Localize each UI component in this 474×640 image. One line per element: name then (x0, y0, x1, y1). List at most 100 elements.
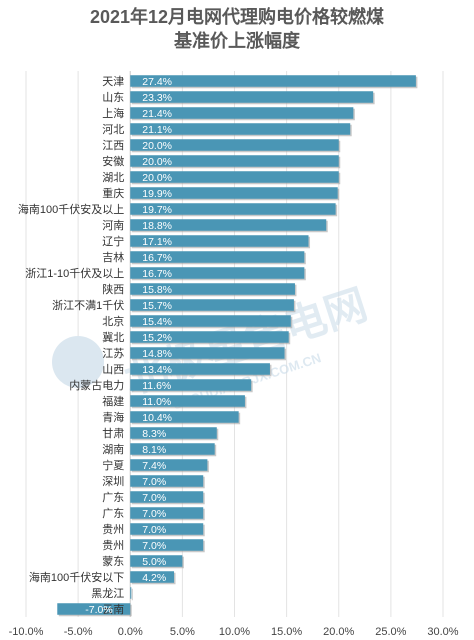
category-label: 福建 (102, 394, 124, 408)
value-label: 20.0% (142, 140, 172, 152)
category-label: 蒙东 (102, 555, 124, 568)
category-label: 辽宁 (102, 234, 124, 248)
value-label: 27.4% (142, 76, 172, 88)
bar (130, 507, 204, 519)
bars (57, 75, 418, 617)
value-label: 7.0% (142, 508, 166, 520)
value-label: 21.1% (142, 124, 172, 136)
category-label: 天津 (102, 75, 124, 88)
category-label: 江西 (102, 139, 124, 152)
bar (130, 171, 339, 183)
category-label: 黑龙江 (91, 587, 124, 600)
bar (130, 155, 339, 167)
category-label: 贵州 (102, 539, 124, 552)
value-label: 10.4% (142, 412, 172, 424)
bar (130, 123, 351, 135)
bar (130, 443, 215, 455)
bar (130, 299, 294, 311)
bar (130, 139, 339, 151)
category-label: 宁夏 (102, 458, 124, 472)
category-label: 重庆 (102, 186, 124, 200)
category-label: 北京 (102, 314, 124, 328)
bar (130, 187, 338, 199)
x-tick-label: 5.0% (170, 626, 195, 638)
x-axis-ticks: -10.0% -5.0% 0.0% 5.0% 10.0% 15.0% 20.0% 25.0% 3… (9, 626, 459, 638)
bar (130, 475, 204, 487)
category-label: 江苏 (102, 347, 124, 360)
value-label: 8.3% (142, 428, 166, 440)
bar (130, 539, 204, 551)
chart-title-line-1: 2021年12月电网代理购电价格较燃煤 (89, 7, 385, 27)
bar (130, 379, 252, 391)
value-label: 4.2% (142, 572, 166, 584)
value-label: 7.0% (142, 524, 166, 536)
bar (130, 283, 295, 295)
category-label: 贵州 (102, 523, 124, 536)
bar (130, 555, 183, 567)
value-label: 16.7% (142, 268, 172, 280)
bar (130, 427, 217, 439)
value-label: 11.0% (142, 396, 171, 408)
category-label: 河南 (102, 219, 124, 232)
value-label: 19.7% (142, 204, 172, 216)
x-tick-label: 25.0% (375, 626, 406, 638)
value-label: 15.2% (142, 332, 172, 344)
bar (130, 395, 245, 407)
value-label: 5.0% (142, 556, 166, 568)
value-label: 20.0% (142, 156, 172, 168)
category-label: 海南100千伏安及以上 (18, 202, 124, 216)
category-label: 云南 (102, 603, 124, 616)
value-label: 0.1% (142, 588, 166, 600)
category-label: 陕西 (102, 282, 124, 296)
x-tick-label: -10.0% (9, 626, 44, 638)
value-label: -7.0% (85, 604, 112, 616)
value-label: 16.7% (142, 252, 172, 264)
bar (130, 491, 204, 503)
category-label: 浙江1-10千伏及以上 (25, 266, 124, 280)
category-label: 广东 (102, 491, 124, 504)
category-label: 广东 (102, 507, 124, 520)
category-label: 安徽 (102, 154, 124, 168)
value-label: 23.3% (142, 92, 172, 104)
category-label: 山西 (102, 363, 124, 376)
bar (130, 587, 132, 599)
category-label: 山东 (102, 91, 124, 104)
category-label: 上海 (102, 106, 124, 120)
category-label: 浙江不满1千伏 (52, 298, 124, 312)
category-label: 冀北 (102, 330, 124, 344)
category-label: 湖南 (102, 443, 124, 456)
value-label: 17.1% (142, 236, 172, 248)
value-label: 20.0% (142, 172, 172, 184)
category-label: 湖北 (102, 171, 124, 184)
value-label: 13.4% (142, 364, 172, 376)
category-label: 海南100千伏安以下 (29, 570, 124, 584)
bar (130, 75, 416, 87)
bar-shadow (131, 588, 133, 601)
bar (130, 203, 336, 215)
value-label: 21.4% (142, 108, 172, 120)
category-label: 青海 (102, 410, 124, 424)
category-label: 深圳 (102, 475, 124, 488)
value-label: 19.9% (142, 188, 172, 200)
bar (130, 91, 374, 103)
value-label: 7.0% (142, 492, 166, 504)
category-label: 吉林 (102, 250, 124, 264)
bar (130, 459, 208, 471)
value-label: 14.8% (142, 348, 172, 360)
value-label: 8.1% (142, 444, 166, 456)
chart-title-line-2: 基准价上涨幅度 (174, 31, 300, 51)
bar (130, 251, 305, 263)
value-label: 18.8% (142, 220, 172, 232)
x-tick-label: 10.0% (219, 626, 250, 638)
bar (130, 571, 175, 583)
x-tick-label: -5.0% (64, 626, 93, 638)
bar (130, 107, 354, 119)
bar (130, 315, 291, 327)
bar (130, 267, 305, 279)
bar (130, 411, 239, 423)
bar (130, 331, 289, 343)
value-label: 7.0% (142, 476, 166, 488)
value-labels: 27.4% 23.3% 21.4% 21.1% 20.0% 20.0% 20.0% 19.9%… (85, 76, 172, 616)
bar (57, 603, 131, 615)
